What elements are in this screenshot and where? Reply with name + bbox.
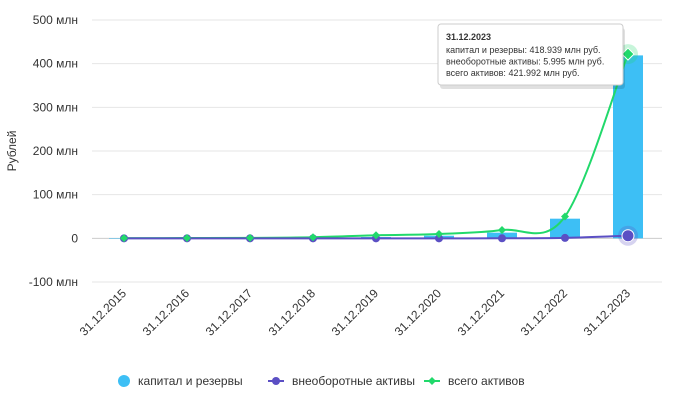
tooltip-box: [437, 23, 624, 86]
y-tick-label: -100 млн: [29, 275, 78, 289]
point-total-assets[interactable]: [498, 226, 506, 235]
x-tick-label: 31.12.2021: [455, 286, 508, 339]
legend-marker-noncurrent[interactable]: [272, 377, 280, 385]
x-tick-label: 31.12.2019: [329, 286, 382, 339]
x-tick-label: 31.12.2018: [266, 286, 319, 339]
point-total-assets[interactable]: [309, 233, 317, 242]
point-total-assets[interactable]: [435, 229, 443, 238]
point-noncurrent-assets[interactable]: [621, 229, 635, 243]
y-tick-label: 300 млн: [33, 100, 78, 114]
point-total-assets[interactable]: [120, 234, 128, 243]
point-total-assets[interactable]: [183, 234, 191, 243]
point-total-assets[interactable]: [621, 47, 635, 61]
tooltip-line: всего активов: 421.992 млн руб.: [446, 68, 580, 78]
x-tick-label: 31.12.2020: [392, 286, 445, 339]
x-tick-label: 31.12.2015: [77, 286, 130, 339]
point-noncurrent-assets[interactable]: [561, 233, 569, 242]
point-total-assets[interactable]: [561, 212, 569, 221]
y-tick-label: 200 млн: [33, 144, 78, 158]
x-tick-label: 31.12.2022: [518, 286, 571, 339]
point-noncurrent-assets[interactable]: [435, 234, 443, 243]
tooltip-title: 31.12.2023: [446, 32, 491, 42]
legend-marker-capital[interactable]: [118, 375, 130, 387]
legend-label-total[interactable]: всего активов: [448, 374, 525, 388]
point-noncurrent-assets[interactable]: [498, 234, 506, 243]
bar-capital[interactable]: [550, 218, 580, 239]
y-tick-label: 500 млн: [33, 13, 78, 27]
legend-label-noncurrent[interactable]: внеоборотные активы: [292, 374, 415, 388]
tooltip-line: внеоборотные активы: 5.995 млн руб.: [446, 57, 604, 67]
x-tick-label: 31.12.2016: [140, 286, 193, 339]
point-total-assets[interactable]: [372, 231, 380, 240]
y-tick-label: 0: [71, 231, 78, 245]
x-tick-label: 31.12.2017: [203, 286, 256, 339]
y-tick-label: 100 млн: [33, 188, 78, 202]
legend-label-capital[interactable]: капитал и резервы: [138, 374, 243, 388]
point-total-assets[interactable]: [246, 233, 254, 242]
tooltip-line: капитал и резервы: 418.939 млн руб.: [446, 45, 601, 55]
legend-marker-total[interactable]: [428, 377, 436, 385]
x-tick-label: 31.12.2023: [581, 286, 634, 339]
y-tick-label: 400 млн: [33, 57, 78, 71]
y-axis-label: Рублей: [5, 131, 19, 172]
